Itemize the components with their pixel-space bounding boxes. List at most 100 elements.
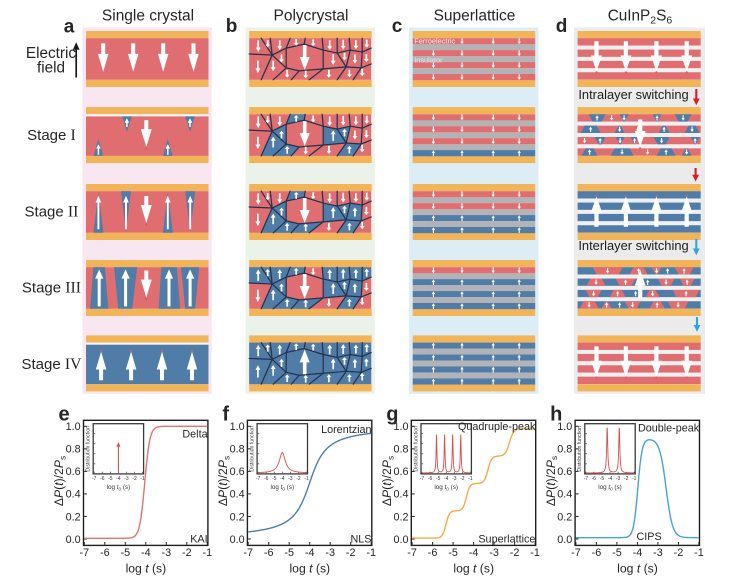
svg-text:-5: -5: [448, 547, 458, 559]
svg-text:field: field: [37, 60, 65, 77]
svg-text:-5: -5: [272, 476, 277, 482]
svg-text:-5: -5: [436, 476, 441, 482]
svg-text:d: d: [556, 16, 568, 37]
svg-text:0.0: 0.0: [393, 534, 408, 546]
svg-text:Superlattice: Superlattice: [434, 8, 516, 25]
svg-text:Delta: Delta: [182, 428, 207, 440]
svg-text:-2: -2: [132, 476, 137, 482]
svg-text:ΔP(t)/2Ps: ΔP(t)/2Ps: [216, 456, 231, 506]
svg-text:log t (s): log t (s): [453, 561, 494, 575]
svg-text:Stage III: Stage III: [22, 280, 81, 297]
svg-text:Distribution function: Distribution function: [86, 426, 92, 472]
svg-text:1.0: 1.0: [393, 421, 408, 433]
svg-text:-2: -2: [460, 476, 465, 482]
svg-text:log t0 (s): log t0 (s): [434, 484, 458, 491]
svg-text:0.8: 0.8: [393, 444, 408, 456]
svg-text:-3: -3: [325, 547, 335, 559]
svg-text:log t (s): log t (s): [126, 561, 167, 575]
svg-text:1.0: 1.0: [230, 421, 245, 433]
svg-text:1.0: 1.0: [66, 421, 81, 433]
svg-text:0.2: 0.2: [393, 511, 408, 523]
svg-text:-7: -7: [420, 476, 425, 482]
svg-text:-4: -4: [608, 476, 613, 482]
svg-text:Single crystal: Single crystal: [102, 8, 194, 25]
svg-text:-1: -1: [304, 476, 309, 482]
svg-text:-2: -2: [346, 547, 356, 559]
svg-text:-1: -1: [140, 476, 145, 482]
svg-text:-5: -5: [120, 547, 130, 559]
svg-text:-2: -2: [674, 547, 684, 559]
svg-text:Superlattice: Superlattice: [478, 534, 535, 546]
svg-text:0.0: 0.0: [230, 534, 245, 546]
svg-text:Ferroelectric: Ferroelectric: [414, 37, 455, 46]
svg-text:-6: -6: [264, 547, 274, 559]
svg-text:-5: -5: [108, 476, 113, 482]
svg-text:Stage I: Stage I: [27, 127, 76, 144]
svg-text:0.4: 0.4: [230, 489, 245, 501]
svg-text:0.6: 0.6: [66, 466, 81, 478]
svg-text:-1: -1: [202, 547, 212, 559]
svg-text:-4: -4: [469, 547, 479, 559]
svg-text:0.8: 0.8: [230, 444, 245, 456]
svg-text:-3: -3: [616, 476, 621, 482]
svg-text:-3: -3: [489, 547, 499, 559]
svg-text:ΔP(t)/2Ps: ΔP(t)/2Ps: [52, 456, 67, 506]
svg-text:0.0: 0.0: [557, 534, 572, 546]
svg-text:ΔP(t)/2Ps: ΔP(t)/2Ps: [544, 456, 559, 506]
svg-text:-3: -3: [288, 476, 293, 482]
svg-text:-3: -3: [653, 547, 663, 559]
svg-text:log t (s): log t (s): [617, 561, 658, 575]
svg-text:f: f: [222, 404, 229, 426]
svg-text:b: b: [226, 16, 238, 37]
svg-text:CuInP2S6: CuInP2S6: [608, 8, 673, 27]
svg-text:-5: -5: [612, 547, 622, 559]
svg-text:-7: -7: [571, 547, 581, 559]
svg-text:a: a: [64, 17, 75, 38]
svg-text:CIPS: CIPS: [636, 531, 661, 543]
svg-text:0.4: 0.4: [393, 489, 408, 501]
svg-text:ΔP(t)/2Ps: ΔP(t)/2Ps: [380, 456, 395, 506]
svg-text:-2: -2: [182, 547, 192, 559]
svg-text:-6: -6: [100, 547, 110, 559]
svg-text:-7: -7: [92, 476, 97, 482]
svg-text:-4: -4: [280, 476, 285, 482]
svg-text:-4: -4: [305, 547, 315, 559]
svg-text:0.6: 0.6: [393, 466, 408, 478]
svg-text:Distribution function: Distribution function: [577, 426, 583, 472]
svg-text:-1: -1: [530, 547, 540, 559]
svg-text:Insulator: Insulator: [414, 55, 443, 64]
svg-text:-6: -6: [592, 547, 602, 559]
svg-text:-3: -3: [124, 476, 129, 482]
svg-text:0.8: 0.8: [557, 444, 572, 456]
svg-text:0.6: 0.6: [230, 466, 245, 478]
svg-text:-5: -5: [600, 476, 605, 482]
svg-text:-1: -1: [694, 547, 704, 559]
svg-text:c: c: [392, 16, 403, 37]
svg-text:0.2: 0.2: [66, 511, 81, 523]
svg-text:Interlayer switching: Interlayer switching: [578, 238, 688, 253]
svg-text:-1: -1: [632, 476, 637, 482]
svg-text:0.0: 0.0: [66, 534, 81, 546]
svg-text:0.8: 0.8: [66, 444, 81, 456]
svg-text:0.4: 0.4: [557, 489, 572, 501]
svg-text:log t0 (s): log t0 (s): [598, 484, 622, 491]
svg-text:Quadruple-peak: Quadruple-peak: [458, 421, 536, 433]
svg-text:log t0 (s): log t0 (s): [271, 484, 295, 491]
svg-text:-1: -1: [468, 476, 473, 482]
svg-text:0.2: 0.2: [230, 511, 245, 523]
svg-text:0.4: 0.4: [66, 489, 81, 501]
svg-text:h: h: [550, 404, 562, 426]
svg-text:-6: -6: [264, 476, 269, 482]
svg-text:-3: -3: [161, 547, 171, 559]
svg-text:-2: -2: [510, 547, 520, 559]
svg-text:-1: -1: [366, 547, 376, 559]
svg-text:KAI: KAI: [190, 534, 207, 546]
svg-text:0.6: 0.6: [557, 466, 572, 478]
svg-text:NLS: NLS: [350, 534, 371, 546]
svg-text:-7: -7: [256, 476, 261, 482]
svg-text:-3: -3: [452, 476, 457, 482]
svg-text:g: g: [386, 404, 398, 426]
svg-text:Distribution function: Distribution function: [413, 426, 419, 472]
svg-text:-2: -2: [624, 476, 629, 482]
svg-text:-6: -6: [100, 476, 105, 482]
